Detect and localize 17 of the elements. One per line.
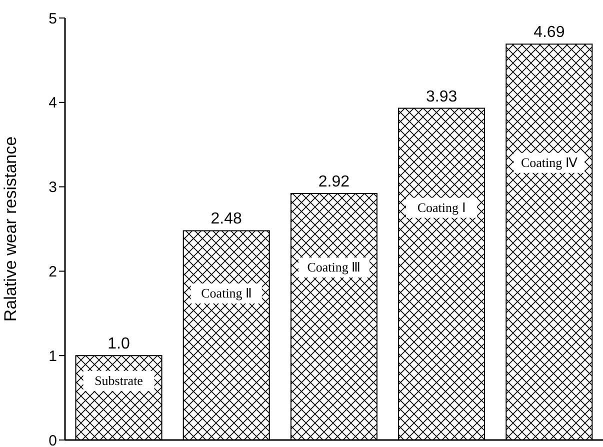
y-tick-label: 5 bbox=[48, 10, 57, 28]
x-tick-label: Substrate bbox=[94, 372, 144, 388]
y-axis-title: Ralative wear resistance bbox=[1, 136, 20, 322]
y-tick-label: 2 bbox=[48, 264, 57, 281]
data-label: 4.69 bbox=[534, 24, 565, 42]
x-tick-label: Coating Ⅱ bbox=[201, 285, 252, 300]
y-tick-label: 0 bbox=[48, 432, 57, 447]
data-label: 2.92 bbox=[318, 174, 350, 191]
data-label: 2.48 bbox=[210, 210, 242, 228]
x-tick-label: Coating Ⅳ bbox=[520, 154, 578, 170]
y-tick-label: 1 bbox=[48, 348, 57, 365]
data-label: 3.93 bbox=[426, 88, 458, 106]
x-tick-label: Coating Ⅰ bbox=[417, 200, 466, 215]
y-tick-label: 3 bbox=[48, 179, 57, 196]
y-tick-label: 4 bbox=[48, 94, 57, 112]
x-tick-label: Coating Ⅲ bbox=[307, 259, 361, 274]
data-label: 1.0 bbox=[108, 336, 130, 353]
